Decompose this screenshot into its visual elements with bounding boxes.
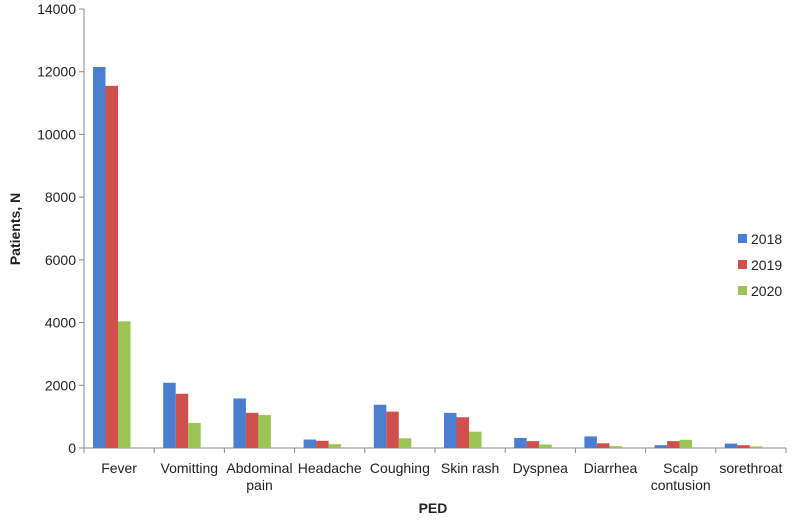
y-tick-label: 2000 bbox=[45, 377, 76, 393]
bar-2020 bbox=[609, 446, 622, 448]
x-category-label: Vomitting bbox=[161, 460, 219, 476]
bar-2018 bbox=[93, 67, 106, 448]
bar-2020 bbox=[188, 422, 201, 448]
y-tick-label: 0 bbox=[68, 440, 76, 456]
bar-2019 bbox=[175, 393, 189, 448]
x-category-label: Headache bbox=[298, 460, 362, 476]
bar-2019 bbox=[596, 443, 610, 448]
bar-2019 bbox=[737, 445, 750, 448]
bar-2018 bbox=[373, 404, 387, 448]
x-category-label: Dyspnea bbox=[513, 460, 568, 476]
bar-2020 bbox=[258, 415, 271, 448]
y-tick-label: 10000 bbox=[37, 126, 76, 142]
y-axis-title-group: Patients, N bbox=[7, 193, 23, 265]
bar-2019 bbox=[386, 411, 399, 448]
x-axis-title: PED bbox=[419, 500, 448, 516]
y-tick-label: 14000 bbox=[37, 1, 76, 17]
x-category-label: Skin rash bbox=[441, 460, 499, 476]
bar-2018 bbox=[303, 439, 317, 448]
legend-swatch-2019 bbox=[738, 260, 747, 269]
bar-2020 bbox=[398, 438, 412, 448]
x-category-label: Scalp bbox=[663, 460, 698, 476]
y-tick-label: 12000 bbox=[37, 64, 76, 80]
bar-2019 bbox=[245, 412, 259, 448]
bar-2019 bbox=[316, 440, 329, 448]
x-category-label: contusion bbox=[651, 477, 711, 493]
bar-2019 bbox=[667, 441, 680, 448]
x-category-label: pain bbox=[246, 477, 272, 493]
bar-2018 bbox=[444, 412, 457, 448]
bar-2018 bbox=[514, 437, 527, 448]
y-tick-label: 8000 bbox=[45, 189, 76, 205]
x-category-label: Fever bbox=[101, 460, 137, 476]
legend-swatch-2020 bbox=[738, 286, 747, 295]
legend-label-2020: 2020 bbox=[751, 283, 782, 299]
bar-2019 bbox=[105, 85, 118, 448]
bar-2020 bbox=[118, 321, 131, 448]
legend-label-2019: 2019 bbox=[751, 257, 782, 273]
bar-2018 bbox=[233, 398, 246, 448]
legend-label-2018: 2018 bbox=[751, 231, 782, 247]
x-category-label: sorethroat bbox=[719, 460, 782, 476]
bar-2018 bbox=[654, 445, 668, 448]
bar-2020 bbox=[328, 444, 342, 448]
plot-area: 0 2000 4000 6000 8000 10000 12000 14000 Fever Vom… bbox=[37, 1, 787, 493]
bar-2019 bbox=[526, 441, 540, 448]
x-category-label: Diarrhea bbox=[584, 460, 638, 476]
x-category-label: Abdominal bbox=[226, 460, 292, 476]
bar-2020 bbox=[679, 439, 693, 448]
bar-2018 bbox=[163, 382, 176, 448]
y-tick-label: 4000 bbox=[45, 315, 76, 331]
legend: 2018 2019 2020 bbox=[738, 231, 782, 299]
bar-2018 bbox=[724, 443, 738, 448]
bar-2018 bbox=[584, 436, 597, 448]
x-category-label: Coughing bbox=[370, 460, 430, 476]
bar-2019 bbox=[456, 417, 469, 448]
bar-2020 bbox=[749, 446, 763, 448]
bar-2020 bbox=[539, 444, 552, 448]
bar-2020 bbox=[469, 431, 482, 448]
legend-swatch-2018 bbox=[738, 234, 747, 243]
y-tick-label: 6000 bbox=[45, 252, 76, 268]
y-axis-title: Patients, N bbox=[7, 193, 23, 265]
